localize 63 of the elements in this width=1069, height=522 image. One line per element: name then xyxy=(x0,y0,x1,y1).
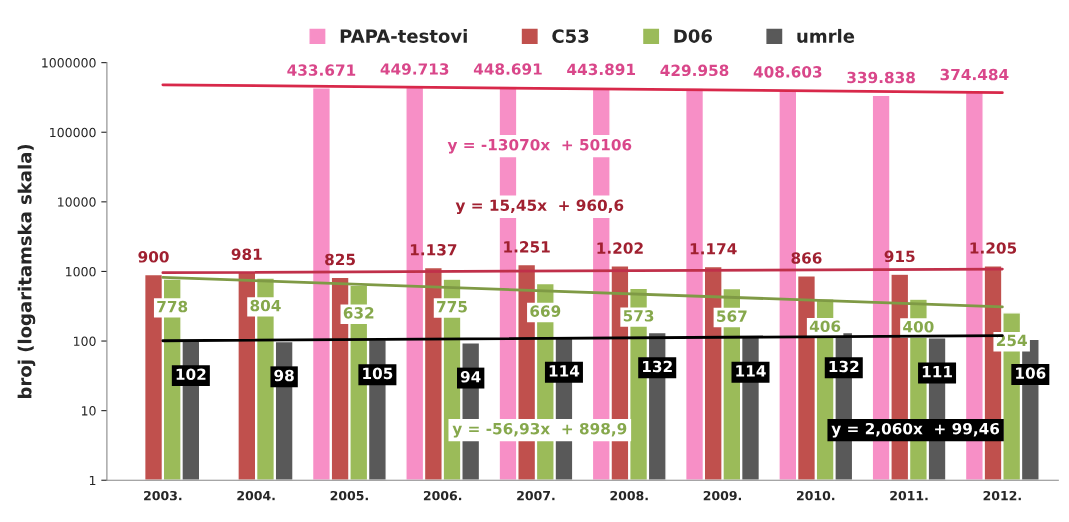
data-label: 105 xyxy=(363,367,393,380)
data-label: 981 xyxy=(231,248,262,260)
x-tick-label: 2011. xyxy=(890,490,928,501)
data-label: 132 xyxy=(829,360,859,373)
x-tick-label: 2012. xyxy=(983,490,1021,501)
data-label: 132 xyxy=(643,360,672,373)
data-label: 406 xyxy=(809,320,841,332)
x-tick-label: 2009. xyxy=(703,490,742,501)
annotation: y = 15,45x + 960,6 xyxy=(455,199,624,215)
data-label: 374.484 xyxy=(940,68,1009,81)
data-label: 102 xyxy=(176,368,206,381)
x-tick-label: 2007. xyxy=(517,490,555,501)
data-label: 778 xyxy=(157,300,188,313)
annotation: y = -13070x + 50106 xyxy=(447,138,632,154)
data-label: 567 xyxy=(717,310,747,322)
x-tick-label: 2010. xyxy=(797,490,835,501)
data-label: 804 xyxy=(250,299,281,312)
data-label: 1.137 xyxy=(410,243,457,256)
x-tick-label: 2003. xyxy=(144,490,182,501)
data-label: 400 xyxy=(903,320,934,333)
data-label: 1.251 xyxy=(504,241,550,253)
data-label: 114 xyxy=(736,365,766,377)
x-tick-label: 2005. xyxy=(330,490,368,501)
data-label: 900 xyxy=(138,251,169,263)
data-label: 433.671 xyxy=(287,64,356,76)
legend-label: D06 xyxy=(674,29,712,43)
data-label: 114 xyxy=(549,365,580,377)
data-label: 1.174 xyxy=(690,243,737,255)
y-tick-label: 100 xyxy=(74,336,96,346)
data-label: 98 xyxy=(274,369,294,382)
y-axis-title: broj (logaritamska skala) xyxy=(17,144,36,399)
y-tick-label: 1000 xyxy=(66,266,96,277)
data-label: 775 xyxy=(437,301,467,313)
data-label: 429.958 xyxy=(660,64,729,77)
data-label: 106 xyxy=(1016,367,1046,379)
data-label: 632 xyxy=(343,307,374,319)
y-tick-label: 1 xyxy=(89,475,96,485)
data-label: 1.205 xyxy=(970,242,1017,254)
y-tick-label: 1000000 xyxy=(42,58,96,68)
x-tick-label: 2006. xyxy=(423,490,462,501)
data-label: 1.202 xyxy=(597,242,643,254)
data-label: 94 xyxy=(460,370,481,383)
data-label: 408.603 xyxy=(753,66,822,78)
data-label: 449.713 xyxy=(380,63,449,75)
data-label: 111 xyxy=(922,366,952,378)
y-tick-label: 100000 xyxy=(50,127,96,138)
legend-label: umrle xyxy=(797,28,855,43)
data-label: 669 xyxy=(530,305,561,317)
y-tick-label: 10 xyxy=(81,406,96,416)
data-label: 443.891 xyxy=(567,63,635,76)
data-label: 448.691 xyxy=(473,63,542,75)
data-label: 573 xyxy=(623,310,654,322)
x-tick-label: 2004. xyxy=(237,490,275,501)
annotation: y = -56,93x + 898,9 xyxy=(452,422,627,438)
x-tick-label: 2008. xyxy=(610,490,648,501)
data-label: 866 xyxy=(791,252,822,264)
legend-label: PAPA-testovi xyxy=(340,28,467,43)
data-label: 825 xyxy=(325,253,355,266)
legend-label: C53 xyxy=(552,29,589,43)
data-label: 339.838 xyxy=(847,71,915,84)
y-tick-label: 10000 xyxy=(58,197,96,207)
annotation: y = 2,060x + 99,46 xyxy=(831,422,1000,438)
data-label: 915 xyxy=(884,250,915,263)
